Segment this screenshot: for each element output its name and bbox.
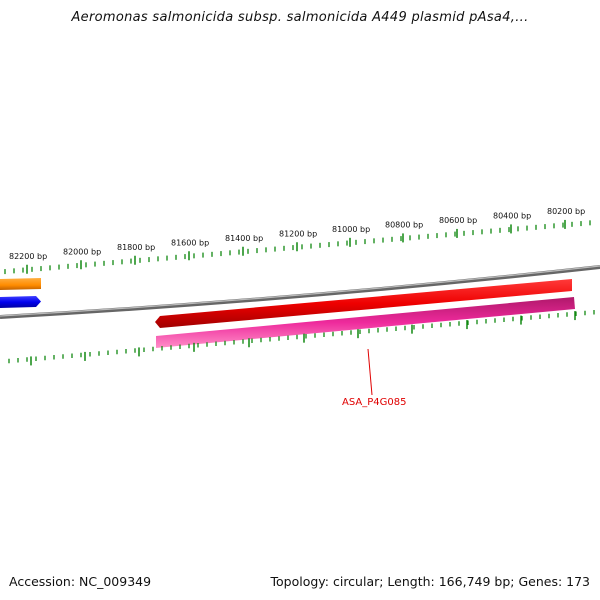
backbone-arc xyxy=(0,265,600,319)
ruler-label: 81000 bp xyxy=(332,225,370,234)
gene-asa-p4g085[interactable] xyxy=(155,279,572,328)
ruler-label: 82200 bp xyxy=(9,252,47,261)
ruler-label: 81600 bp xyxy=(171,238,209,247)
ruler-labels: 82200 bp 82000 bp 81800 bp 81600 bp 81400 bp… xyxy=(9,207,585,261)
backbone-highlight xyxy=(0,265,600,317)
ruler-label: 80800 bp xyxy=(385,220,423,229)
gene-label-leader xyxy=(367,348,373,396)
outer-ruler xyxy=(4,219,591,275)
gene-blue[interactable] xyxy=(0,296,41,308)
gene-label-asa-p4g085: ASA_P4G085 xyxy=(342,397,406,408)
ruler-label: 80200 bp xyxy=(547,207,585,216)
inner-ruler xyxy=(8,310,595,366)
gene-orange[interactable] xyxy=(0,278,41,290)
ruler-label: 80600 bp xyxy=(439,216,477,225)
topology-summary: Topology: circular; Length: 166,749 bp; … xyxy=(270,574,591,589)
ruler-label: 82000 bp xyxy=(63,247,101,256)
ruler-label: 81800 bp xyxy=(117,243,155,252)
accession-text: Accession: NC_009349 xyxy=(9,574,152,589)
map-title: Aeromonas salmonicida subsp. salmonicida… xyxy=(71,10,529,25)
ruler-label: 81400 bp xyxy=(225,234,263,243)
ruler-label: 81200 bp xyxy=(279,229,317,238)
gene-pink[interactable] xyxy=(156,297,575,348)
ruler-label: 80400 bp xyxy=(493,211,531,220)
